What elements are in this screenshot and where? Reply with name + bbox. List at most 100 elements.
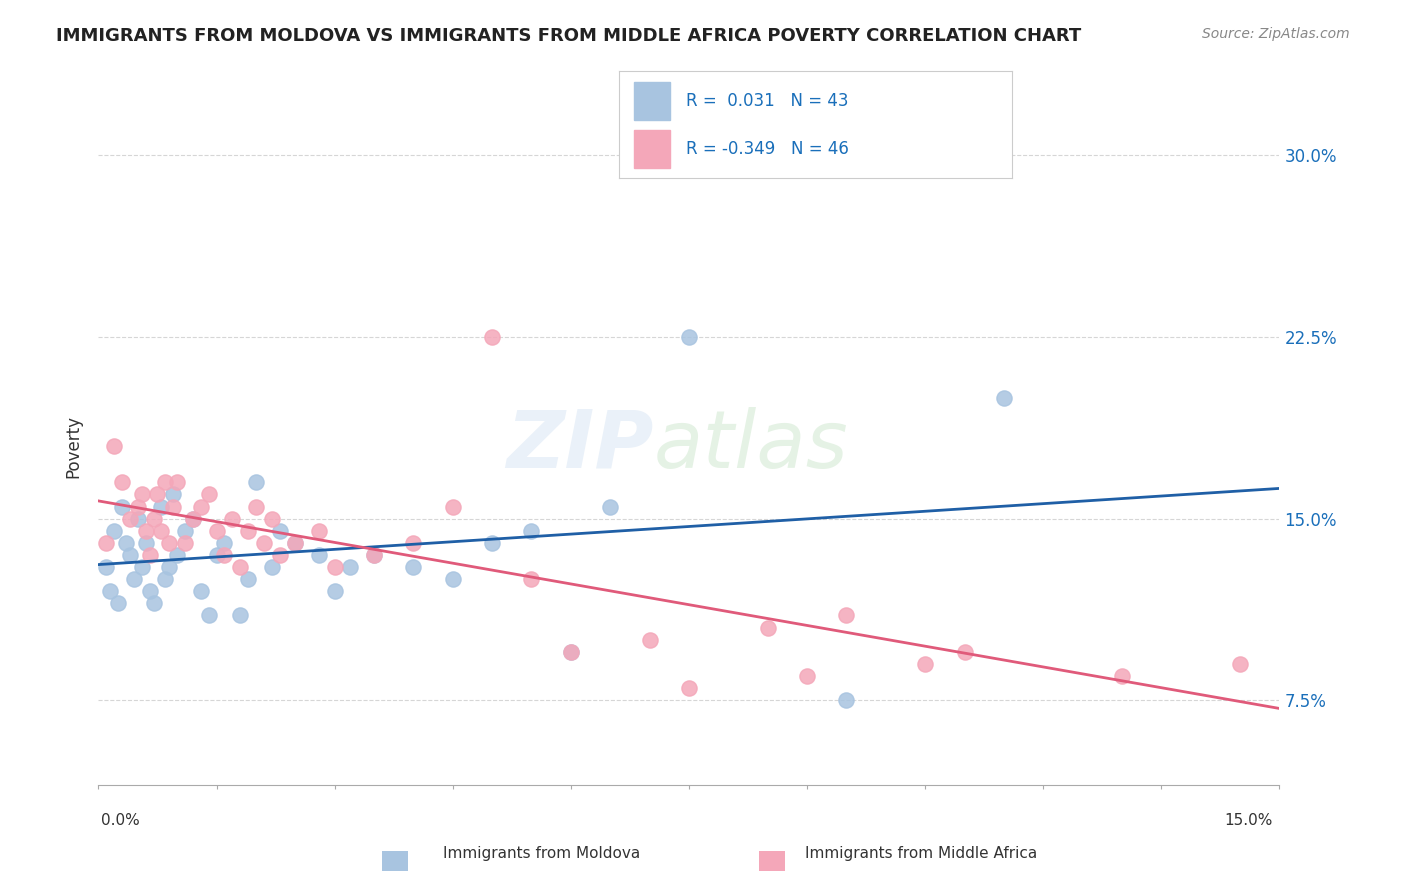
Point xyxy=(678,681,700,695)
Point xyxy=(135,524,157,538)
Point xyxy=(162,500,184,514)
Point xyxy=(197,487,219,501)
Point xyxy=(150,524,173,538)
Text: IMMIGRANTS FROM MOLDOVA VS IMMIGRANTS FROM MIDDLE AFRICA POVERTY CORRELATION CHA: IMMIGRANTS FROM MOLDOVA VS IMMIGRANTS FR… xyxy=(56,27,1081,45)
Point xyxy=(197,608,219,623)
Point xyxy=(914,657,936,671)
Point xyxy=(236,524,259,538)
Point xyxy=(174,524,197,538)
Point xyxy=(638,632,661,647)
Point xyxy=(146,487,169,501)
Point xyxy=(1111,669,1133,683)
Point xyxy=(190,584,212,599)
Text: 0.0%: 0.0% xyxy=(101,814,141,828)
Point xyxy=(953,645,976,659)
Point xyxy=(142,511,165,525)
Text: Immigrants from Moldova: Immigrants from Moldova xyxy=(443,847,640,861)
Point xyxy=(111,500,134,514)
Point xyxy=(221,511,243,525)
Point xyxy=(157,560,180,574)
Point xyxy=(115,536,138,550)
Point xyxy=(181,511,204,525)
Point xyxy=(118,548,141,562)
Point xyxy=(284,536,307,550)
Point xyxy=(835,693,858,707)
Point xyxy=(181,511,204,525)
Point xyxy=(142,596,165,610)
Point xyxy=(127,500,149,514)
Text: ZIP: ZIP xyxy=(506,407,654,485)
Point xyxy=(245,500,267,514)
Point xyxy=(96,536,118,550)
Point xyxy=(796,669,818,683)
Point xyxy=(308,548,330,562)
Point xyxy=(269,524,291,538)
Point xyxy=(284,536,307,550)
Text: 15.0%: 15.0% xyxy=(1225,814,1272,828)
Bar xyxy=(634,82,669,120)
Point xyxy=(481,536,503,550)
Text: R =  0.031   N = 43: R = 0.031 N = 43 xyxy=(686,93,848,111)
Point xyxy=(214,536,236,550)
Text: R = -0.349   N = 46: R = -0.349 N = 46 xyxy=(686,141,848,159)
Point xyxy=(131,560,153,574)
Point xyxy=(96,560,118,574)
Point xyxy=(441,572,464,586)
Y-axis label: Poverty: Poverty xyxy=(65,415,83,477)
Point xyxy=(599,500,621,514)
Point xyxy=(993,391,1015,405)
Point xyxy=(402,536,425,550)
Point xyxy=(103,439,125,453)
Point xyxy=(205,548,228,562)
Point xyxy=(98,584,121,599)
Point xyxy=(835,608,858,623)
Point xyxy=(155,572,177,586)
Point xyxy=(107,596,129,610)
Point xyxy=(308,524,330,538)
Bar xyxy=(634,130,669,168)
Text: Immigrants from Middle Africa: Immigrants from Middle Africa xyxy=(804,847,1038,861)
Point xyxy=(245,475,267,490)
Point xyxy=(402,560,425,574)
Point xyxy=(174,536,197,550)
Point xyxy=(138,548,160,562)
Point xyxy=(260,560,283,574)
Point xyxy=(260,511,283,525)
Point xyxy=(560,645,582,659)
Point xyxy=(155,475,177,490)
Point xyxy=(150,500,173,514)
Point xyxy=(678,330,700,344)
Point xyxy=(269,548,291,562)
Point xyxy=(190,500,212,514)
Point xyxy=(214,548,236,562)
Point xyxy=(111,475,134,490)
Text: Source: ZipAtlas.com: Source: ZipAtlas.com xyxy=(1202,27,1350,41)
Point xyxy=(236,572,259,586)
Point xyxy=(138,584,160,599)
Point xyxy=(323,560,346,574)
Point xyxy=(131,487,153,501)
Point xyxy=(205,524,228,538)
Point xyxy=(560,645,582,659)
Point xyxy=(157,536,180,550)
Point xyxy=(756,621,779,635)
Point xyxy=(339,560,361,574)
Point xyxy=(229,608,252,623)
Point xyxy=(323,584,346,599)
Point xyxy=(520,572,543,586)
Point xyxy=(363,548,385,562)
Point xyxy=(441,500,464,514)
Point xyxy=(162,487,184,501)
Point xyxy=(118,511,141,525)
Point xyxy=(520,524,543,538)
Point xyxy=(127,511,149,525)
Text: atlas: atlas xyxy=(654,407,848,485)
Point xyxy=(166,475,188,490)
Point xyxy=(135,536,157,550)
Point xyxy=(103,524,125,538)
Point xyxy=(229,560,252,574)
Point xyxy=(1229,657,1251,671)
Point xyxy=(253,536,276,550)
Point xyxy=(122,572,145,586)
Point xyxy=(363,548,385,562)
